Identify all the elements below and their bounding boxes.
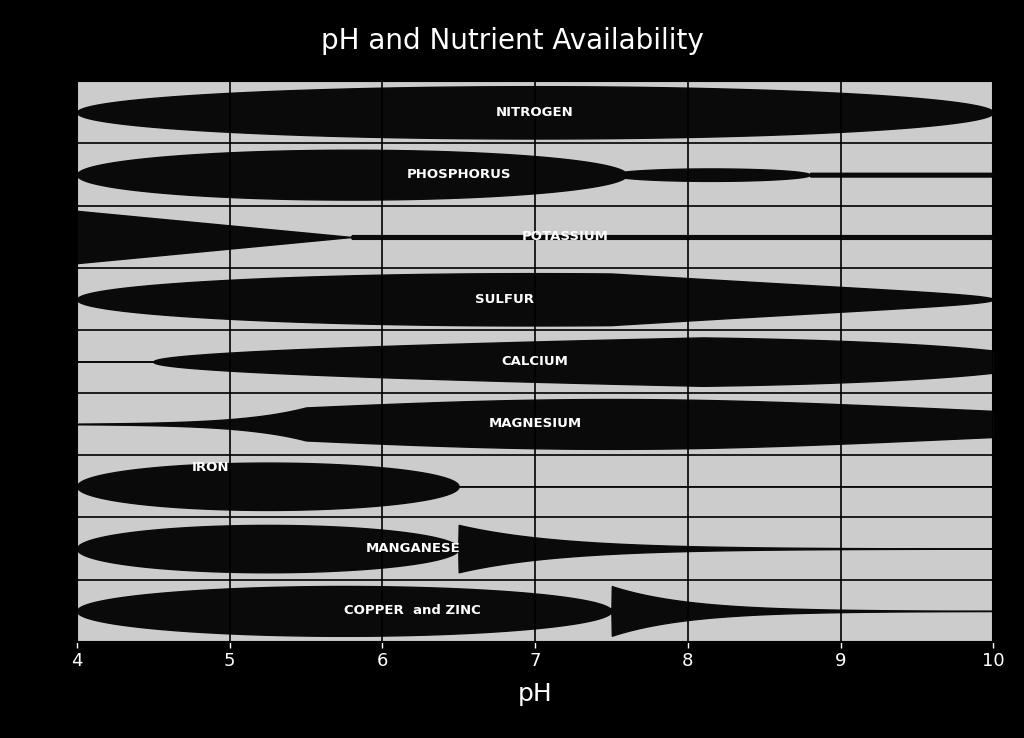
- Text: COPPER  and ZINC: COPPER and ZINC: [344, 604, 481, 618]
- Text: NITROGEN: NITROGEN: [497, 106, 573, 119]
- Text: IRON: IRON: [191, 461, 228, 474]
- Text: PHOSPHORUS: PHOSPHORUS: [407, 168, 511, 181]
- X-axis label: pH: pH: [518, 682, 552, 706]
- Text: POTASSIUM: POTASSIUM: [522, 230, 609, 244]
- Text: SULFUR: SULFUR: [475, 293, 534, 306]
- Text: MANGANESE: MANGANESE: [366, 542, 460, 555]
- Text: pH and Nutrient Availability: pH and Nutrient Availability: [321, 27, 703, 55]
- Text: CALCIUM: CALCIUM: [502, 355, 568, 368]
- Text: MAGNESIUM: MAGNESIUM: [488, 418, 582, 430]
